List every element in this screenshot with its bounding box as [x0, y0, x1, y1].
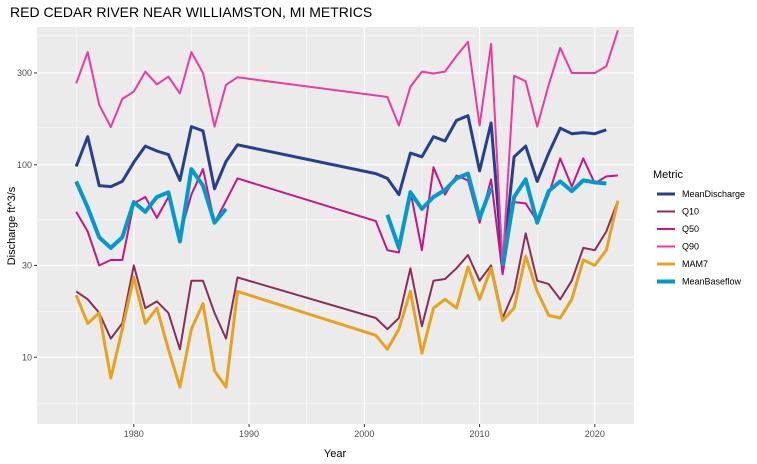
legend-label: Q90: [682, 242, 699, 252]
x-tick-label: 1990: [239, 429, 259, 439]
legend-item: MeanBaseflow: [657, 277, 742, 287]
legend: Metric MeanDischarge Q10 Q50 Q90 MAM7 MeanBas…: [653, 169, 745, 287]
y-tick-label: 10: [22, 352, 32, 362]
legend-label: Q10: [682, 207, 699, 217]
legend-label: MAM7: [682, 259, 708, 269]
x-tick-label: 2000: [354, 429, 374, 439]
plot-panel: [37, 27, 634, 424]
chart-title: RED CEDAR RIVER NEAR WILLIAMSTON, MI MET…: [10, 4, 372, 20]
x-tick-label: 2010: [470, 429, 490, 439]
x-axis-title: Year: [324, 448, 347, 460]
series-lines: [74, 29, 620, 389]
series-line-q90: [75, 29, 619, 267]
legend-label: Q50: [682, 224, 699, 234]
legend-label: MeanDischarge: [682, 189, 745, 199]
x-tick-label: 1980: [124, 429, 144, 439]
legend-item: MeanDischarge: [657, 189, 745, 199]
x-axis-ticks: 1980 1990 2000 2010 2020: [124, 424, 605, 439]
series-line-meanbaseflow: [385, 171, 493, 250]
grid-minor: [37, 27, 634, 424]
legend-item: Q50: [657, 224, 699, 234]
series-line-meanbaseflow: [500, 177, 607, 266]
legend-item: Q10: [657, 207, 699, 217]
y-tick-label: 100: [17, 160, 32, 170]
legend-title: Metric: [653, 169, 683, 181]
grid-major: [37, 27, 634, 424]
series-line-mam7: [74, 200, 620, 389]
legend-item: MAM7: [657, 259, 708, 269]
y-tick-label: 30: [22, 260, 32, 270]
x-tick-label: 2020: [585, 429, 605, 439]
legend-label: MeanBaseflow: [682, 277, 742, 287]
series-line-meanbaseflow: [74, 167, 228, 250]
series-line-q10: [75, 200, 619, 351]
y-axis-title: Discharge ft^3/s: [6, 186, 18, 265]
legend-item: Q90: [657, 242, 699, 252]
y-axis-ticks: 10 30 100 300: [17, 68, 37, 362]
series-line-meandischarge: [74, 114, 607, 267]
y-tick-label: 300: [17, 68, 32, 78]
